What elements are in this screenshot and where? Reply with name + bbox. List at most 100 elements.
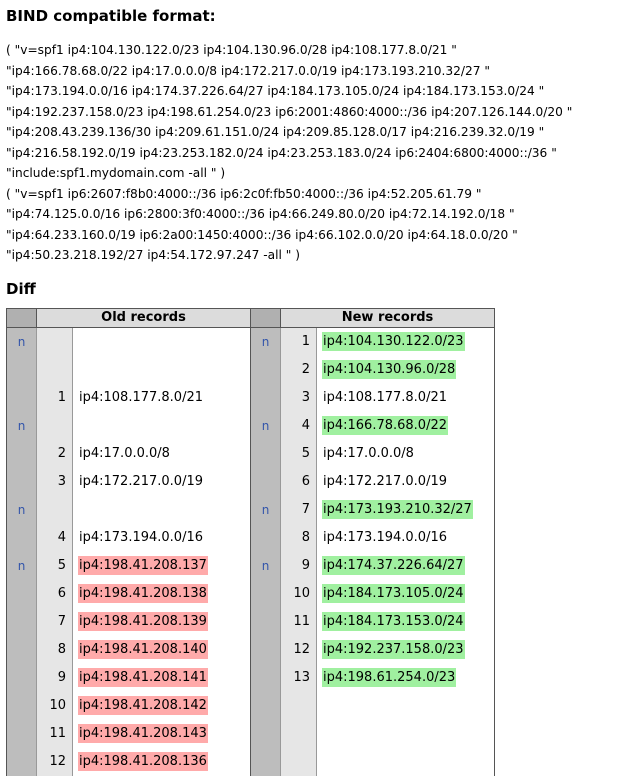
new-record-value: ip4:166.78.68.0/22: [322, 416, 449, 435]
old-change-flag: [6, 383, 37, 412]
old-line-number: 1: [36, 383, 73, 412]
new-change-flag: [250, 663, 281, 692]
bind-record-line: "ip4:166.78.68.0/22 ip4:17.0.0.0/8 ip4:1…: [6, 63, 490, 78]
old-record-cell: ip4:198.41.208.142: [72, 691, 251, 720]
old-change-flag: [6, 355, 37, 384]
old-change-flag: [6, 747, 37, 776]
new-line-number: [280, 691, 317, 720]
new-change-flag: [250, 439, 281, 468]
old-line-number: 6: [36, 579, 73, 608]
new-line-number: 10: [280, 579, 317, 608]
old-record-value: ip4:172.217.0.0/19: [79, 474, 204, 489]
new-record-value: ip4:172.217.0.0/19: [323, 474, 448, 489]
old-record-cell: ip4:17.0.0.0/8: [72, 439, 251, 468]
old-record-value: [78, 416, 80, 435]
old-line-number: 10: [36, 691, 73, 720]
new-record-cell: ip4:172.217.0.0/19: [316, 467, 495, 496]
old-change-flag: [6, 719, 37, 748]
new-change-flag: [250, 691, 281, 720]
diff-row: 2 ip4:17.0.0.0/8 5 ip4:17.0.0.0/8: [6, 439, 495, 468]
diff-row: 10 ip4:198.41.208.142: [6, 691, 495, 720]
new-record-value: ip4:108.177.8.0/21: [323, 390, 448, 405]
new-line-number: [280, 719, 317, 748]
old-record-cell: ip4:198.41.208.141: [72, 663, 251, 692]
new-line-number: 3: [280, 383, 317, 412]
diff-row: n n 4 ip4:166.78.68.0/22: [6, 411, 495, 440]
bind-record-line: "ip4:208.43.239.136/30 ip4:209.61.151.0/…: [6, 125, 545, 139]
old-record-cell: ip4:172.217.0.0/19: [72, 467, 251, 496]
new-line-number: 11: [280, 607, 317, 636]
old-change-flag: [6, 691, 37, 720]
diff-row: 3 ip4:172.217.0.0/19 6 ip4:172.217.0.0/19: [6, 467, 495, 496]
new-change-flag: [250, 523, 281, 552]
bind-record-block: ( "v=spf1 ip4:104.130.122.0/23 ip4:104.1…: [6, 40, 618, 266]
new-change-flag: [250, 383, 281, 412]
old-line-number: 11: [36, 719, 73, 748]
new-record-cell: ip4:104.130.122.0/23: [316, 327, 495, 356]
old-record-cell: ip4:198.41.208.140: [72, 635, 251, 664]
old-change-flag: n: [6, 495, 37, 524]
diff-title: Diff: [6, 279, 36, 298]
new-record-value: ip4:173.194.0.0/16: [323, 530, 448, 545]
diff-row: 6 ip4:198.41.208.138 10 ip4:184.173.105.0/2…: [6, 579, 495, 608]
new-change-flag: [250, 467, 281, 496]
old-change-flag: n: [6, 327, 37, 356]
old-record-cell: [72, 327, 251, 356]
old-line-number: 12: [36, 747, 73, 776]
bind-record-line: "ip4:50.23.218.192/27 ip4:54.172.97.247 …: [6, 248, 301, 262]
old-record-value: ip4:173.194.0.0/16: [79, 530, 204, 545]
old-line-number: 8: [36, 635, 73, 664]
old-record-value: [78, 332, 80, 351]
new-record-cell: ip4:184.173.105.0/24: [316, 579, 495, 608]
old-change-flag: [6, 523, 37, 552]
new-line-number: 1: [280, 327, 317, 356]
new-change-flag: n: [250, 495, 281, 524]
new-record-cell: [316, 747, 495, 776]
new-line-number: 8: [280, 523, 317, 552]
new-record-cell: ip4:192.237.158.0/23: [316, 635, 495, 664]
bind-record-line: "ip4:173.194.0.0/16 ip4:174.37.226.64/27…: [6, 84, 545, 98]
new-change-flag: n: [250, 551, 281, 580]
bind-record-line: "include:spf1.mydomain.com -all " ): [6, 166, 226, 180]
old-record-cell: ip4:108.177.8.0/21: [72, 383, 251, 412]
old-change-flag: [6, 439, 37, 468]
bind-record-line: ( "v=spf1 ip4:104.130.122.0/23 ip4:104.1…: [6, 43, 457, 57]
new-record-value: ip4:17.0.0.0/8: [323, 446, 414, 461]
new-record-cell: ip4:184.173.153.0/24: [316, 607, 495, 636]
old-record-value: ip4:198.41.208.138: [78, 584, 208, 603]
new-change-flag: n: [250, 327, 281, 356]
new-change-flag: [250, 607, 281, 636]
old-line-number: [36, 495, 73, 524]
bind-record-line: "ip4:192.237.158.0/23 ip4:198.61.254.0/2…: [6, 104, 573, 119]
new-record-value: ip4:174.37.226.64/27: [322, 556, 465, 575]
diff-row: 1 ip4:108.177.8.0/21 3 ip4:108.177.8.0/21: [6, 383, 495, 412]
new-record-value: [322, 724, 324, 743]
old-record-value: ip4:198.41.208.141: [78, 668, 208, 687]
new-record-cell: ip4:198.61.254.0/23: [316, 663, 495, 692]
old-record-cell: ip4:173.194.0.0/16: [72, 523, 251, 552]
old-record-value: [78, 500, 80, 519]
diff-row: 7 ip4:198.41.208.139 11 ip4:184.173.153.0/2…: [6, 607, 495, 636]
old-change-flag: n: [6, 551, 37, 580]
new-line-number: 7: [280, 495, 317, 524]
new-record-value: ip4:192.237.158.0/23: [322, 640, 465, 659]
new-change-flag: [250, 719, 281, 748]
new-change-flag: n: [250, 411, 281, 440]
bind-record-line: "ip4:216.58.192.0/19 ip4:23.253.182.0/24…: [6, 145, 557, 160]
bind-format-title: BIND compatible format:: [6, 7, 216, 25]
old-record-cell: [72, 355, 251, 384]
new-record-value: ip4:184.173.105.0/24: [322, 584, 465, 603]
new-record-cell: [316, 691, 495, 720]
new-record-value: ip4:184.173.153.0/24: [322, 612, 465, 631]
diff-row: 8 ip4:198.41.208.140 12 ip4:192.237.158.0/2…: [6, 635, 495, 664]
old-record-cell: [72, 411, 251, 440]
old-record-value: ip4:108.177.8.0/21: [79, 390, 204, 405]
new-line-number: 6: [280, 467, 317, 496]
diff-row: n n 1 ip4:104.130.122.0/23: [6, 327, 495, 356]
old-line-number: [36, 327, 73, 356]
new-record-cell: ip4:173.194.0.0/16: [316, 523, 495, 552]
new-record-value: [322, 752, 324, 771]
bind-record-line: "ip4:64.233.160.0/19 ip6:2a00:1450:4000:…: [6, 227, 518, 242]
old-record-cell: ip4:198.41.208.137: [72, 551, 251, 580]
new-line-number: 5: [280, 439, 317, 468]
